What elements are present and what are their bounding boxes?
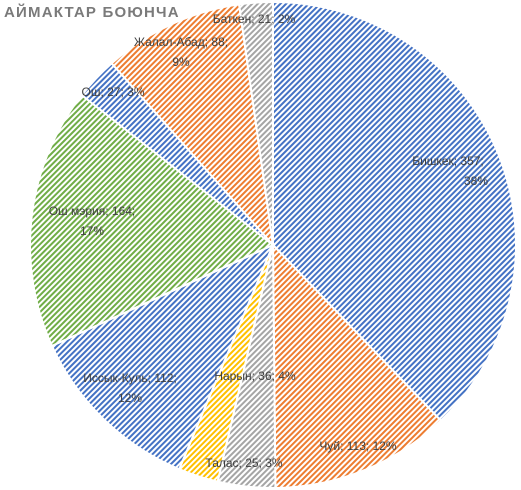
slice-label: Нарын; 36; 4% (214, 369, 296, 383)
slice-label: Чуй; 113; 12% (319, 439, 397, 453)
slice-label-pct: 9% (172, 55, 190, 69)
pie-slice (237, 0, 274, 246)
slice-label: Жалал-Абад; 88; (134, 35, 228, 49)
pie-slice (29, 93, 275, 348)
chart-title: АЙМАКТАР БОЮНЧА (4, 4, 180, 21)
slice-label-pct: 12% (118, 391, 142, 405)
slice-label: Талас; 25; 3% (205, 456, 282, 470)
pie-slice (272, 0, 517, 423)
slice-label: Иссык-Куль; 112; (83, 371, 177, 385)
slice-label: Ош; 27; 3% (82, 85, 145, 99)
slice-label: Ош мэрия; 164; (49, 204, 136, 218)
pie-slice (50, 243, 275, 471)
slice-label-pct: 38% (464, 174, 488, 188)
slice-label: Бишкек; 357; (412, 154, 484, 168)
slice-label: Баткен; 21; 2% (213, 12, 296, 26)
pie-slice (110, 3, 275, 249)
slice-label-pct: 17% (80, 224, 104, 238)
pie-slice (271, 242, 443, 489)
